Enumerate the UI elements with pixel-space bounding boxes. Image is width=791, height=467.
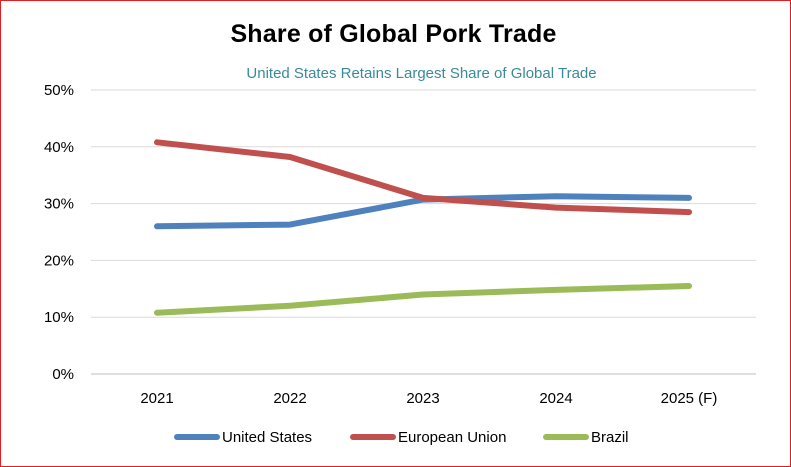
y-tick-label: 20% — [44, 252, 74, 269]
x-tick-label: 2025 (F) — [661, 390, 718, 407]
chart-title: Share of Global Pork Trade — [230, 20, 557, 48]
x-tick-label: 2022 — [273, 390, 306, 407]
legend-label-brazil: Brazil — [591, 429, 629, 446]
y-axis-ticks: 0% 10% 20% 30% 40% 50% — [44, 82, 74, 383]
gridlines — [91, 89, 756, 375]
series-line-brazil — [154, 283, 692, 316]
x-axis-ticks: 2021 2022 2023 2024 2025 (F) — [140, 390, 717, 407]
y-tick-label: 30% — [44, 196, 74, 213]
series-lines — [154, 139, 692, 316]
x-tick-label: 2023 — [406, 390, 439, 407]
chart-subtitle: United States Retains Largest Share of G… — [246, 65, 597, 82]
y-tick-label: 50% — [44, 82, 74, 99]
y-tick-label: 0% — [52, 366, 74, 383]
series-line-european-union — [154, 139, 692, 216]
legend-label-united-states: United States — [222, 429, 312, 446]
legend-label-european-union: European Union — [398, 429, 506, 446]
legend: United States European Union Brazil — [174, 429, 629, 446]
y-tick-label: 40% — [44, 139, 74, 156]
y-tick-label: 10% — [44, 309, 74, 326]
x-tick-label: 2024 — [539, 390, 572, 407]
x-tick-label: 2021 — [140, 390, 173, 407]
